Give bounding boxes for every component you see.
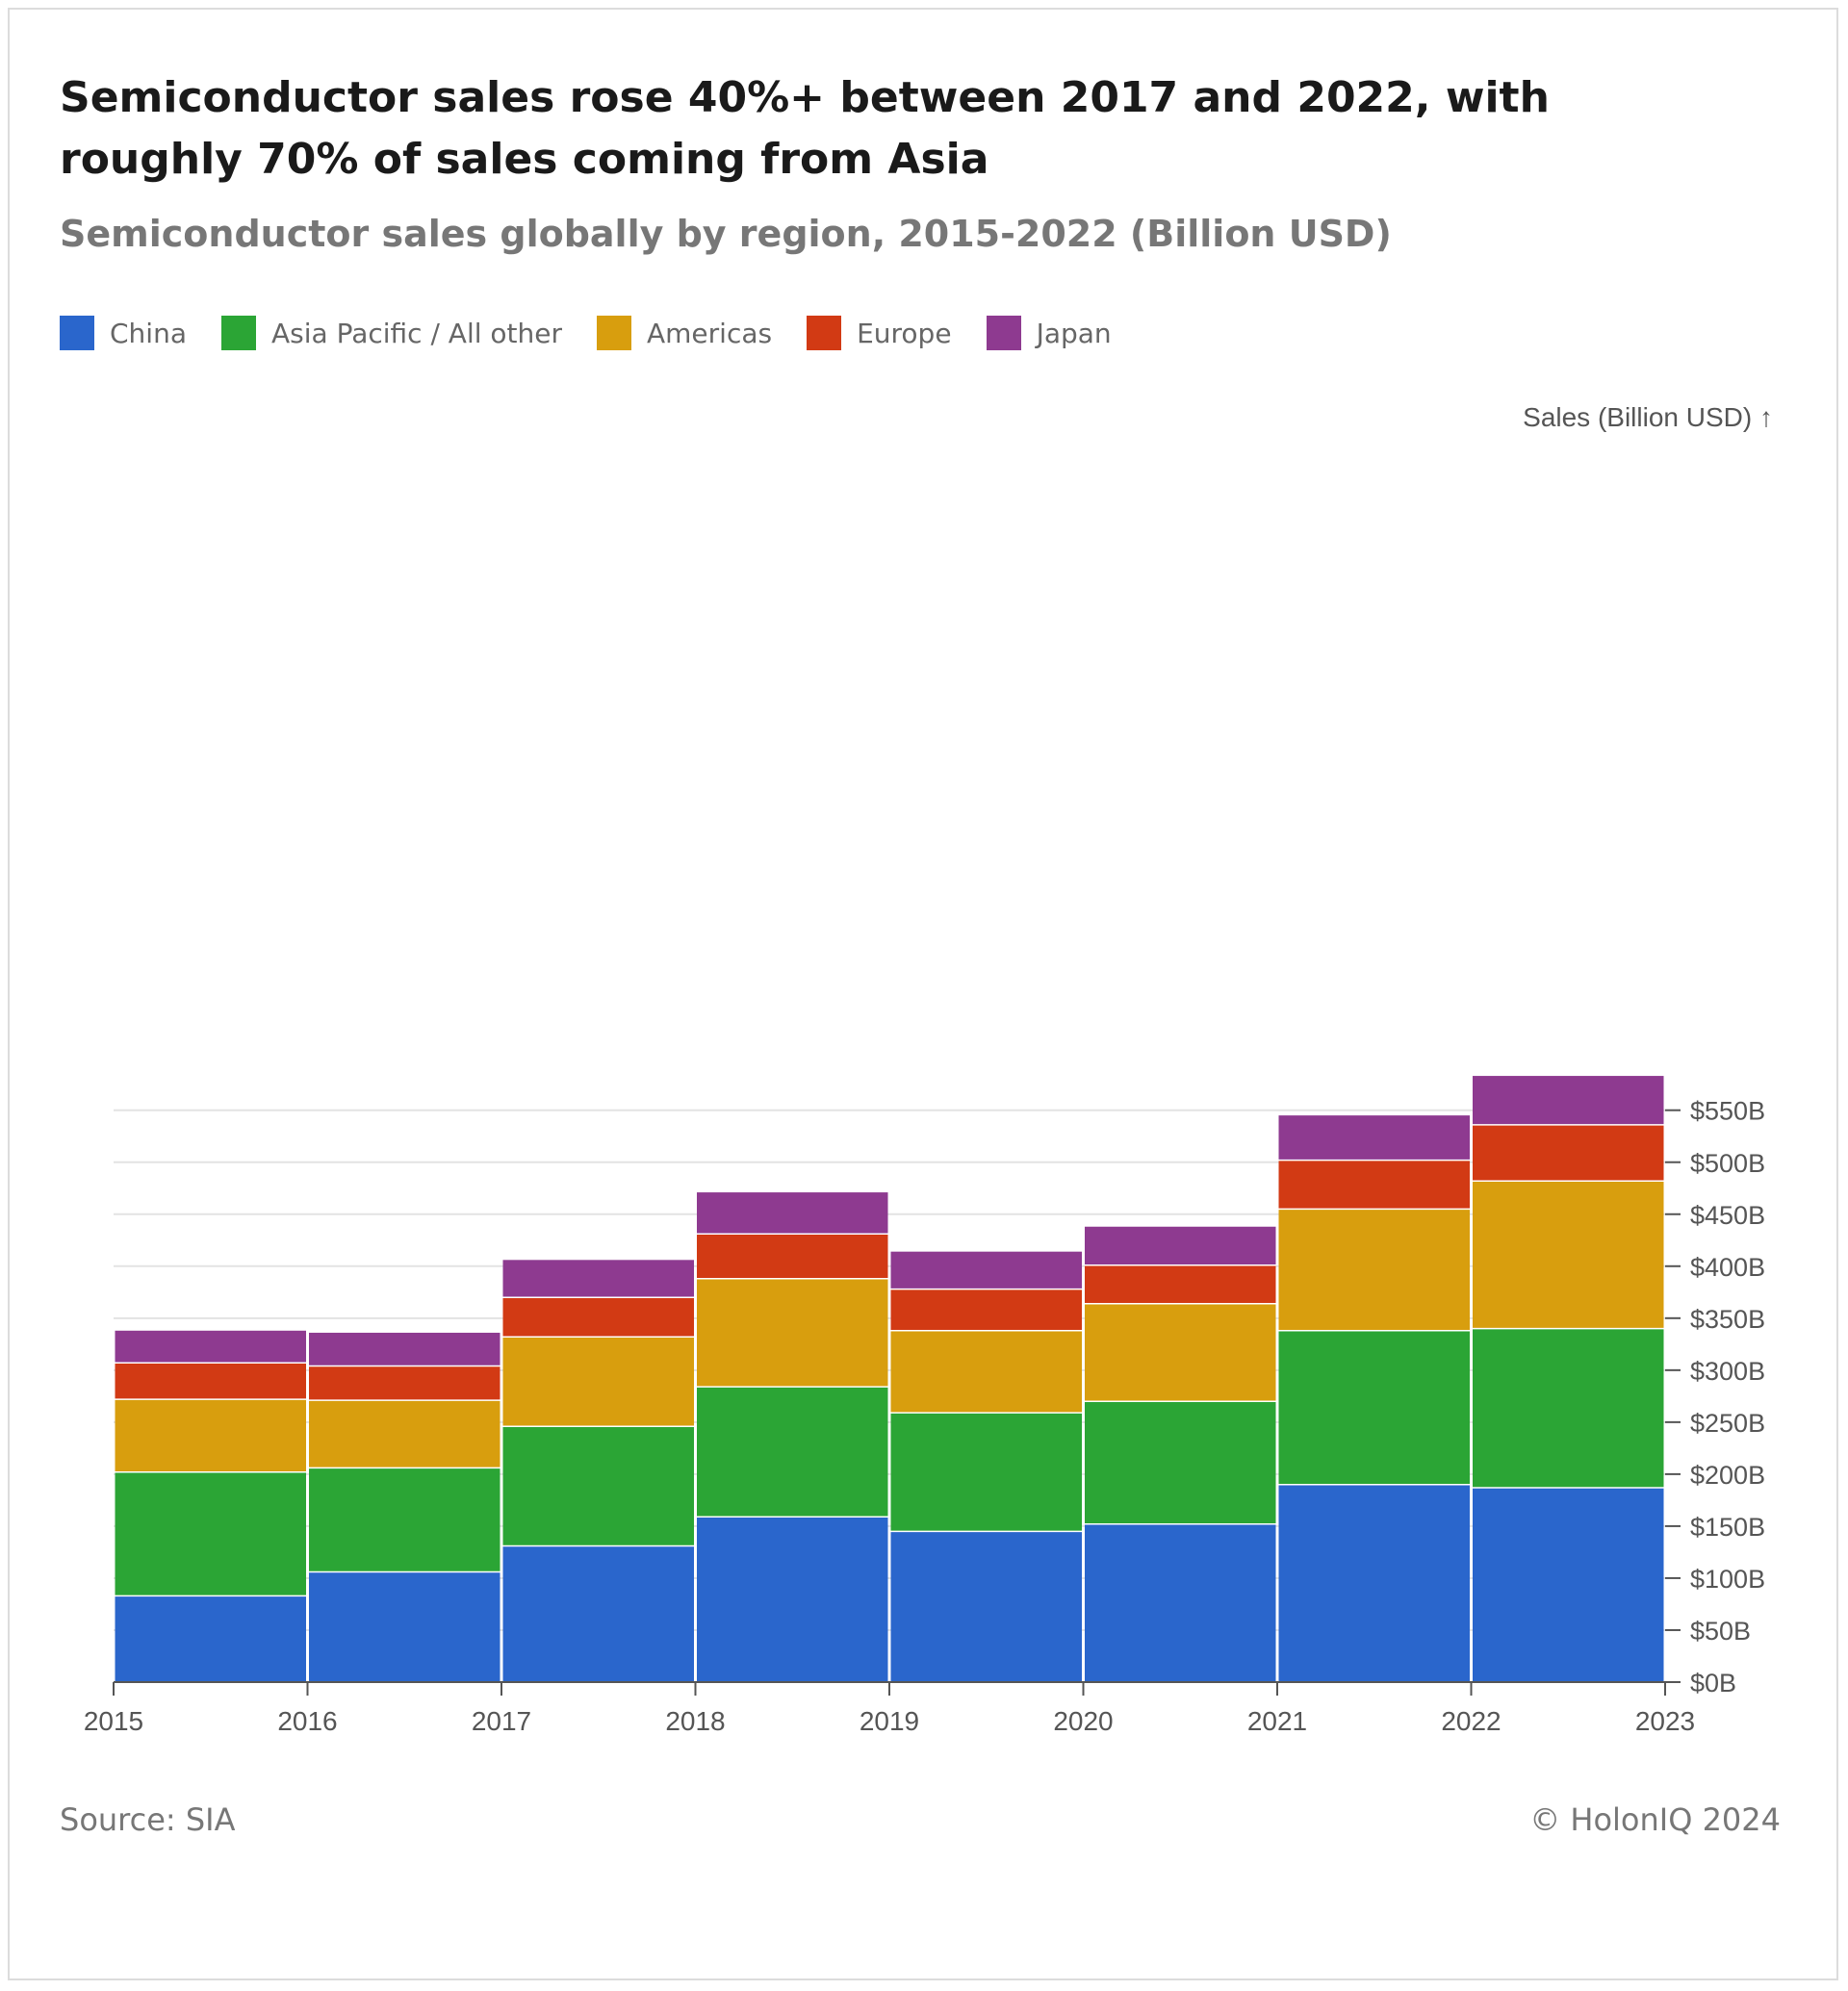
bar-segment (115, 1330, 306, 1364)
bar-segment (1473, 1181, 1664, 1329)
bar-segment (1278, 1115, 1470, 1161)
bar-segment (1085, 1264, 1276, 1304)
legend-swatch (597, 316, 631, 350)
bar-segment (890, 1330, 1082, 1414)
y-tick-label: $400B (1690, 1253, 1765, 1282)
bar-segment (309, 1571, 500, 1682)
bar-segment (890, 1289, 1082, 1331)
y-axis-label: Sales (Billion USD) ↑ (1523, 402, 1773, 432)
bar-segment (115, 1595, 306, 1682)
legend-item[interactable]: China (60, 316, 187, 350)
y-tick-label: $200B (1690, 1461, 1765, 1490)
bar-segment (502, 1260, 694, 1298)
x-tick-label: 2023 (1635, 1706, 1695, 1736)
bar-segment (1473, 1328, 1664, 1488)
y-tick-label: $150B (1690, 1513, 1765, 1542)
legend-label: China (110, 317, 187, 349)
chart-subtitle: Semiconductor sales globally by region, … (60, 213, 1392, 255)
legend-label: Europe (857, 317, 952, 349)
y-tick-label: $350B (1690, 1305, 1765, 1334)
x-tick-label: 2021 (1247, 1706, 1307, 1736)
bar-segment (1278, 1484, 1470, 1682)
legend-item[interactable]: Europe (807, 316, 952, 350)
y-tick-label: $50B (1690, 1617, 1751, 1646)
y-tick-label: $0B (1690, 1669, 1736, 1697)
bar-segment (1085, 1303, 1276, 1402)
bar-segment (502, 1426, 694, 1546)
y-tick-label: $100B (1690, 1565, 1765, 1594)
x-tick-label: 2018 (665, 1706, 725, 1736)
x-tick-label: 2017 (472, 1706, 531, 1736)
bar-segment (697, 1234, 888, 1279)
bar-segment (502, 1337, 694, 1427)
bar-segment (1473, 1124, 1664, 1182)
legend: China Asia Pacific / All other Americas Eur… (60, 314, 1146, 352)
bar-segment (309, 1332, 500, 1366)
legend-item[interactable]: Americas (597, 316, 772, 350)
bar-segment (115, 1471, 306, 1596)
bar-segment (502, 1297, 694, 1338)
legend-item[interactable]: Japan (986, 316, 1112, 350)
stacked-bar-chart: $0B $50B $100B $150B $200B $250B $300B $350B $40… (84, 402, 1773, 1736)
bar-segment (1085, 1523, 1276, 1682)
y-tick-label: $500B (1690, 1149, 1765, 1178)
y-tick-label: $450B (1690, 1201, 1765, 1230)
bar-segment (890, 1531, 1082, 1682)
legend-label: Asia Pacific / All other (270, 317, 562, 349)
bar-segment (1278, 1160, 1470, 1210)
legend-swatch (807, 316, 842, 350)
legend-label: Americas (647, 317, 773, 349)
x-tick-label: 2016 (277, 1706, 337, 1736)
x-tick-label: 2015 (84, 1706, 143, 1736)
bar-segment (890, 1251, 1082, 1289)
bar-segment (1085, 1226, 1276, 1265)
bar-segment (309, 1400, 500, 1468)
bar-segment (502, 1545, 694, 1682)
source-note: Source: SIA (60, 1801, 236, 1838)
bar-segment (115, 1363, 306, 1400)
bar-segment (115, 1399, 306, 1472)
bar-segment (697, 1517, 888, 1682)
bar-segment (309, 1468, 500, 1572)
bar-segment (697, 1278, 888, 1388)
bar-segment (1278, 1209, 1470, 1331)
legend-swatch (60, 316, 94, 350)
bar-segment (1473, 1076, 1664, 1125)
legend-label: Japan (1036, 317, 1112, 349)
x-tick-label: 2019 (860, 1706, 919, 1736)
copyright-note: © HolonIQ 2024 (1529, 1801, 1781, 1838)
legend-swatch (220, 316, 256, 350)
x-tick-label: 2022 (1441, 1706, 1501, 1736)
bar-segment (697, 1192, 888, 1235)
legend-swatch (986, 316, 1021, 350)
chart-title: Semiconductor sales rose 40%+ between 20… (60, 73, 1550, 184)
y-tick-label: $250B (1690, 1409, 1765, 1438)
y-tick-label: $300B (1690, 1357, 1765, 1386)
bar-segment (309, 1366, 500, 1401)
bar-segment (890, 1413, 1082, 1532)
bar-segment (1085, 1401, 1276, 1524)
bar-segment (1278, 1330, 1470, 1485)
legend-item[interactable]: Asia Pacific / All other (220, 316, 562, 350)
bar-segment (1473, 1487, 1664, 1682)
bar-segment (697, 1387, 888, 1518)
x-tick-label: 2020 (1053, 1706, 1113, 1736)
y-tick-label: $550B (1690, 1097, 1765, 1126)
